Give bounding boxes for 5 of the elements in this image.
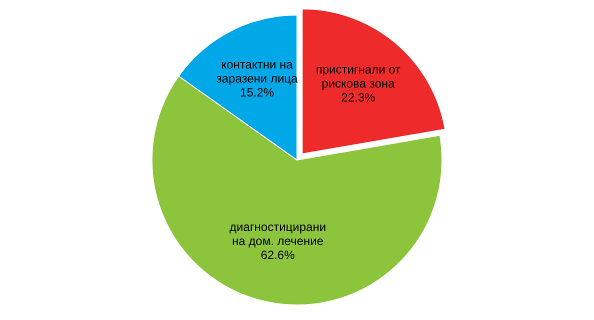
data-label: 62.6% xyxy=(260,248,296,262)
slice-label: пристигнали от рискова зона xyxy=(316,62,402,90)
data-label: 15.2% xyxy=(240,86,274,100)
data-label: 22.3% xyxy=(341,90,376,104)
slice-label: диагностицирани на дом. лечение xyxy=(230,220,326,248)
